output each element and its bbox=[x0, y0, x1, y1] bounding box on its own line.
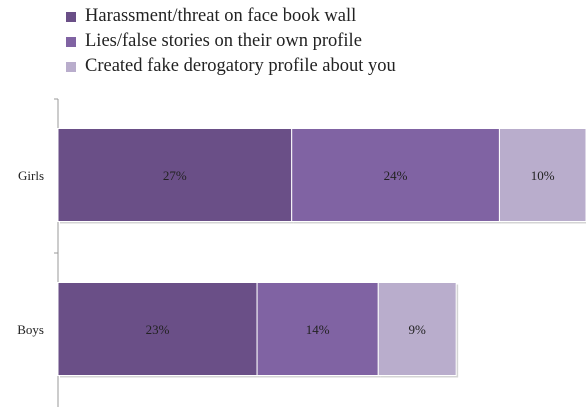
bar-boys-series-0 bbox=[57, 282, 258, 376]
y-tick-label-girls: Girls bbox=[18, 168, 44, 183]
legend-swatch-harassment bbox=[66, 11, 76, 22]
legend-swatch-lies bbox=[66, 36, 76, 47]
data-label-girls-series-0: 27% bbox=[163, 168, 187, 183]
legend: Harassment/threat on face book wall Lies… bbox=[66, 4, 396, 79]
bar-boys-series-1 bbox=[256, 282, 379, 376]
y-tick-label-boys: Boys bbox=[17, 322, 44, 337]
bar-boys-series-2 bbox=[377, 282, 457, 376]
data-label-boys-series-0: 23% bbox=[146, 322, 170, 337]
data-label-boys-series-1: 14% bbox=[306, 322, 330, 337]
legend-item-fake-profile: Created fake derogatory profile about yo… bbox=[66, 54, 396, 79]
data-label-girls-series-1: 24% bbox=[384, 168, 408, 183]
legend-swatch-fake-profile bbox=[66, 61, 76, 72]
data-label-boys-series-2: 9% bbox=[409, 322, 427, 337]
legend-item-harassment: Harassment/threat on face book wall bbox=[66, 4, 396, 29]
bar-girls-series-0 bbox=[57, 128, 293, 222]
legend-label-fake-profile: Created fake derogatory profile about yo… bbox=[85, 56, 396, 76]
legend-label-harassment: Harassment/threat on face book wall bbox=[85, 6, 357, 26]
bar-girls-series-2 bbox=[498, 128, 586, 222]
legend-item-lies: Lies/false stories on their own profile bbox=[66, 29, 396, 54]
data-label-girls-series-2: 10% bbox=[531, 168, 555, 183]
legend-label-lies: Lies/false stories on their own profile bbox=[85, 31, 362, 51]
